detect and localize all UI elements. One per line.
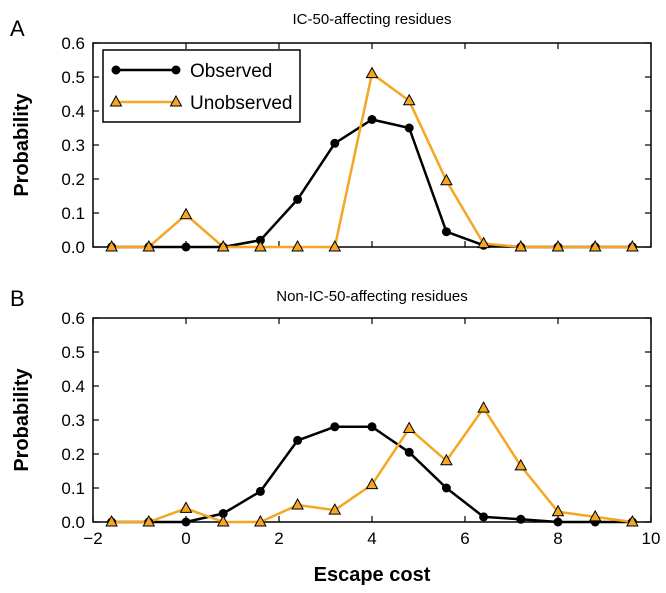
panel-a-ytick-label: 0.2: [61, 170, 85, 189]
panel-b-ytick-label: 0.3: [61, 411, 85, 430]
panel-a-unobserved-point: [626, 239, 639, 252]
legend-observed-marker-left: [111, 65, 121, 75]
panel-b-ylabel: Probability: [11, 367, 33, 471]
panel-b-unobserved-point: [440, 453, 453, 466]
panel-b-ytick-label: 0.5: [61, 343, 85, 362]
panel-a-observed-point: [367, 115, 377, 124]
panel-letter-b: B: [10, 286, 25, 311]
panel-a-ylabel: Probability: [11, 92, 33, 196]
panel-b-observed-point: [516, 514, 526, 524]
panel-b-unobserved-point: [551, 504, 565, 517]
legend-box: [102, 49, 301, 123]
panel-a-unobserved-point: [291, 239, 304, 252]
panel-b-unobserved-point: [402, 421, 416, 433]
panel-b-unobserved-point: [142, 514, 156, 527]
panel-a-ytick-label: 0.6: [61, 34, 85, 53]
panel-b-observed-point: [330, 422, 340, 432]
panel-a-unobserved-point: [254, 239, 267, 252]
panel-a-observed-point: [330, 138, 340, 148]
panel-a-unobserved-point: [216, 239, 230, 252]
panel-b-title: Non-IC-50-affecting residues: [276, 288, 467, 305]
panel-b-unobserved-point: [179, 501, 193, 513]
panel-a-observed-point: [404, 123, 414, 133]
panel-b-observed-point: [218, 509, 228, 518]
legend-observed-marker-right: [171, 65, 181, 75]
panel-a-unobserved-point: [365, 66, 379, 79]
panel-a-observed-point: [181, 242, 191, 252]
panel-a: A IC-50-affecting residues Probability 0…: [10, 11, 652, 257]
panel-b-observed-point: [553, 517, 563, 527]
panel-b-observed-point: [367, 422, 377, 432]
panel-a-ytick-label: 0.1: [61, 204, 85, 223]
panel-a-ytick-label: 0.0: [61, 238, 85, 257]
panel-b-unobserved-point: [626, 514, 639, 527]
panel-b-ytick-label: 0.6: [61, 309, 85, 328]
panel-b-xtick-label: 0: [181, 529, 190, 548]
panel-a-ytick-label: 0.4: [61, 102, 85, 121]
panel-b-unobserved-point: [216, 514, 230, 527]
panel-a-unobserved-point: [477, 236, 490, 249]
panel-b-unobserved-point: [254, 514, 267, 527]
panel-b-observed-point: [293, 435, 303, 445]
panel-b-unobserved-point: [477, 401, 490, 413]
panel-b-ytick-label: 0.1: [61, 479, 85, 498]
panel-a-ytick-label: 0.3: [61, 136, 85, 155]
panel-b-unobserved-point: [328, 503, 342, 515]
panel-b-observed-point: [181, 517, 191, 527]
panel-b-unobserved-point: [291, 497, 304, 510]
panel-b-xtick-label: 4: [367, 529, 376, 548]
legend: Observed Unobserved: [102, 49, 301, 123]
panel-b-xtick-label: −2: [83, 529, 102, 548]
panel-b-unobserved-point: [514, 458, 528, 471]
x-axis-label: Escape cost: [314, 564, 431, 586]
panel-b-ytick-label: 0.4: [61, 377, 85, 396]
panel-b-ytick-label: 0.0: [61, 513, 85, 532]
panel-a-unobserved-point: [551, 239, 565, 252]
panel-a-unobserved-point: [588, 239, 602, 252]
panel-b: B Non-IC-50-affecting residues Probabili…: [10, 286, 660, 586]
panel-a-title: IC-50-affecting residues: [293, 11, 452, 28]
panel-b-unobserved-point: [365, 477, 379, 490]
panel-b-xtick-label: 2: [274, 529, 283, 548]
legend-unobserved-label: Unobserved: [190, 93, 292, 114]
panel-a-unobserved-point: [105, 239, 118, 252]
panel-a-unobserved-point: [142, 239, 156, 252]
panel-b-unobserved-point: [105, 514, 118, 527]
panel-b-observed-point: [479, 512, 489, 522]
panel-b-xtick-label: 8: [553, 529, 562, 548]
legend-observed-label: Observed: [190, 61, 272, 82]
panel-a-observed-line: [111, 118, 633, 249]
panel-a-observed-point: [293, 194, 303, 204]
panel-a-unobserved-point: [179, 207, 193, 220]
panel-a-unobserved-point: [440, 173, 453, 186]
panel-b-frame: [92, 317, 652, 523]
panel-b-unobserved-point: [588, 509, 602, 522]
panel-b-ytick-label: 0.2: [61, 445, 85, 464]
panel-b-xtick-label: 6: [460, 529, 469, 548]
panel-a-observed-point: [441, 227, 451, 237]
legend-unobserved-marker-left: [109, 94, 123, 107]
panel-b-xtick-label: 10: [642, 529, 661, 548]
panel-a-unobserved-point: [514, 239, 528, 252]
panel-a-ytick-label: 0.5: [61, 68, 85, 87]
panel-a-unobserved-point: [402, 93, 416, 106]
panel-a-unobserved-point: [328, 239, 342, 252]
legend-unobserved-marker-right: [169, 94, 183, 107]
panel-letter-a: A: [10, 16, 25, 41]
panel-b-observed-point: [255, 486, 265, 496]
panel-b-observed-point: [441, 483, 451, 493]
panel-b-observed-point: [404, 447, 414, 457]
